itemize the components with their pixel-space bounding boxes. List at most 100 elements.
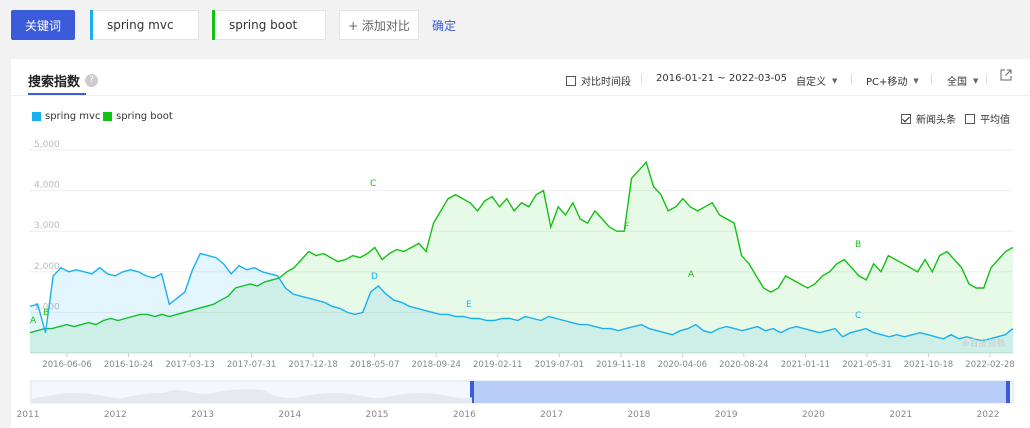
search-index-card: 搜索指数 ? 对比时间段 2016-01-21 ~ 2022-03-05 自定义… [11, 59, 1030, 428]
annotation-marker[interactable]: D [371, 272, 378, 282]
keyword-button[interactable]: 关键词 [11, 10, 75, 40]
x-tick-label: 2021-01-11 [781, 360, 830, 370]
range-year-label: 2021 [889, 410, 912, 420]
legend-item-spring-mvc[interactable]: spring mvc [32, 111, 100, 122]
range-year-label: 2022 [977, 410, 1000, 420]
x-tick-label: 2017-03-13 [165, 360, 214, 370]
range-year-label: 2014 [278, 410, 301, 420]
average-checkbox[interactable] [965, 113, 975, 124]
card-title: 搜索指数 ? [28, 71, 99, 90]
range-year-label: 2013 [191, 410, 214, 420]
annotation-marker[interactable]: B [855, 240, 861, 250]
news-headline-label: 新闻头条 [916, 115, 956, 126]
range-handle-right[interactable] [1006, 381, 1010, 403]
annotation-marker[interactable]: C [370, 179, 376, 189]
separator [641, 74, 642, 84]
term-color-bar-2 [212, 10, 215, 40]
term-color-bar-1 [90, 10, 93, 40]
chevron-down-icon: ▼ [832, 76, 838, 85]
range-year-label: 2019 [715, 410, 738, 420]
x-tick-label: 2017-07-31 [227, 360, 276, 370]
term-input-2[interactable]: spring boot [212, 10, 326, 40]
y-tick-label: 1,000 [34, 302, 60, 312]
series-spring-mvc-line[interactable] [29, 252, 1014, 342]
y-tick-label: 3,000 [34, 221, 60, 231]
y-tick-label: 4,000 [34, 181, 60, 191]
series-spring-mvc-area [30, 253, 1013, 353]
region-dropdown[interactable]: 全国 ▼ [947, 73, 979, 89]
date-range-text: 2016-01-21 ~ 2022-03-05 [656, 73, 787, 84]
news-headline-checkbox[interactable] [901, 113, 911, 124]
title-underline [28, 93, 86, 95]
add-compare-button[interactable]: + 添加对比 [339, 10, 419, 40]
annotation-marker[interactable]: E [466, 300, 472, 310]
range-year-label: 2011 [17, 410, 40, 420]
chevron-down-icon: ▼ [913, 76, 919, 85]
range-year-label: 2016 [453, 410, 476, 420]
x-tick-label: 2020-08-24 [719, 360, 768, 370]
legend-label: spring boot [116, 111, 173, 122]
device-label: PC+移动 [866, 77, 908, 88]
custom-label: 自定义 [796, 77, 826, 88]
separator [851, 74, 852, 84]
external-link-icon [1000, 69, 1012, 81]
term-text-2: spring boot [229, 18, 298, 32]
x-tick-label: 2016-06-06 [42, 360, 91, 370]
y-tick-label: 5,000 [34, 140, 60, 150]
card-divider [11, 95, 1030, 96]
x-tick-label: 2018-05-07 [350, 360, 399, 370]
compare-period-checkbox[interactable] [566, 75, 576, 86]
watermark-text: ⊕百度指数 [962, 337, 1006, 349]
x-tick-label: 2018-09-24 [411, 360, 460, 370]
annotation-marker[interactable]: A [688, 270, 695, 280]
date-range[interactable]: 2016-01-21 ~ 2022-03-05 [656, 73, 787, 84]
separator [986, 74, 987, 84]
custom-dropdown[interactable]: 自定义 ▼ [796, 73, 838, 89]
legend-swatch [103, 112, 112, 121]
x-tick-label: 2020-04-06 [658, 360, 707, 370]
legend-label: spring mvc [45, 111, 101, 122]
annotation-marker[interactable]: C [855, 311, 861, 321]
help-icon[interactable]: ? [85, 74, 99, 87]
series-spring-boot-line[interactable] [29, 160, 1014, 334]
separator [781, 74, 782, 84]
annotation-marker[interactable]: A [30, 316, 37, 326]
chevron-down-icon: ▼ [973, 76, 979, 85]
x-tick-label: 2019-11-18 [596, 360, 645, 370]
x-tick-label: 2019-02-11 [473, 360, 522, 370]
separator [931, 74, 932, 84]
range-slider-selection[interactable] [472, 381, 1008, 403]
news-headline-toggle[interactable]: 新闻头条 [901, 111, 956, 126]
range-year-label: 2015 [366, 410, 389, 420]
top-toolbar: 关键词 spring mvc spring boot + 添加对比 确定 [0, 0, 1030, 56]
annotation-marker[interactable]: B [43, 308, 49, 318]
legend-item-spring-boot[interactable]: spring boot [103, 111, 173, 122]
legend-swatch [32, 112, 41, 121]
range-handle-left[interactable] [470, 381, 474, 403]
y-tick-label: 2,000 [34, 262, 60, 272]
confirm-link[interactable]: 确定 [432, 19, 457, 33]
x-tick-label: 2021-10-18 [904, 360, 953, 370]
compare-period-toggle[interactable]: 对比时间段 [566, 73, 631, 88]
x-tick-label: 2022-02-28 [965, 360, 1014, 370]
average-label: 平均值 [980, 115, 1010, 126]
range-year-label: 2018 [627, 410, 650, 420]
device-dropdown[interactable]: PC+移动 ▼ [866, 73, 919, 89]
range-year-label: 2017 [540, 410, 563, 420]
x-tick-label: 2016-10-24 [104, 360, 153, 370]
range-year-label: 2012 [104, 410, 127, 420]
average-toggle[interactable]: 平均值 [965, 111, 1010, 126]
share-icon[interactable] [1000, 69, 1012, 81]
x-tick-label: 2019-07-01 [535, 360, 584, 370]
range-mini-area [31, 389, 472, 403]
compare-period-label: 对比时间段 [581, 77, 631, 88]
series-spring-boot-area [30, 162, 1013, 353]
card-title-text: 搜索指数 [28, 75, 81, 90]
term-input-1[interactable]: spring mvc [90, 10, 199, 40]
range-year-label: 2020 [802, 410, 825, 420]
annotation-marker[interactable]: F [624, 222, 629, 232]
term-text-1: spring mvc [107, 18, 174, 32]
x-tick-label: 2017-12-18 [288, 360, 337, 370]
region-label: 全国 [947, 77, 967, 88]
